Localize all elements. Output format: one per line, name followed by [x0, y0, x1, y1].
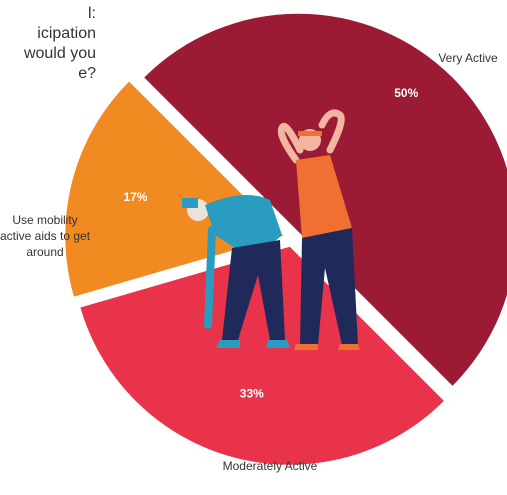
slice-category-label: Use mobility active aids to get around — [0, 213, 91, 259]
slice-value-label: 50% — [394, 86, 418, 100]
pie-slice — [80, 246, 444, 465]
illustration — [182, 109, 360, 350]
title-lines: l: icipation would you e? — [0, 4, 96, 84]
slice-value-label: 17% — [123, 190, 147, 204]
title-line: would you — [23, 45, 96, 62]
title-line: l: — [88, 5, 96, 22]
slice-category-label: Very Active — [438, 51, 498, 65]
slice-category-label: Moderately Active — [222, 459, 318, 473]
title-line: icipation — [37, 25, 96, 42]
slice-value-label: 33% — [240, 387, 264, 401]
title-line: e? — [78, 65, 96, 82]
